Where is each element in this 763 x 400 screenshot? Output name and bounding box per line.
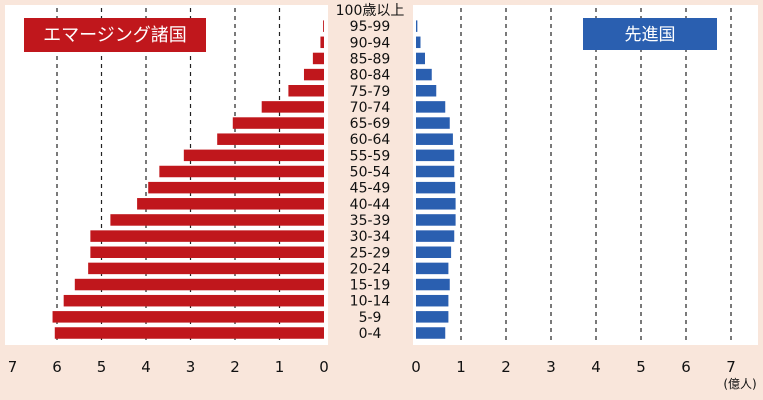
bar-developed-20-24 xyxy=(416,262,449,275)
bar-developed-5-9 xyxy=(416,311,449,323)
category-label-70-74: 70-74 xyxy=(350,100,391,116)
bar-developed-65-69 xyxy=(416,117,450,129)
category-labels: 0-45-910-1415-1920-2425-2930-3435-3940-4… xyxy=(336,3,405,342)
category-label-95-99: 95-99 xyxy=(350,19,391,35)
legend-emerging: エマージング諸国 xyxy=(24,18,206,52)
category-label-5-9: 5-9 xyxy=(359,310,382,326)
left-tick-4: 4 xyxy=(141,358,151,376)
category-label-80-84: 80-84 xyxy=(350,68,391,84)
legend-emerging-box xyxy=(24,18,206,52)
category-label-25-29: 25-29 xyxy=(350,245,391,261)
bar-developed-25-29 xyxy=(416,246,452,258)
left-tick-6: 6 xyxy=(52,358,62,376)
bar-developed-10-14 xyxy=(416,294,449,307)
bar-emerging-0-4 xyxy=(54,327,325,339)
bar-emerging-60-64 xyxy=(217,133,324,145)
category-label-40-44: 40-44 xyxy=(350,197,391,213)
category-label-100歳以上: 100歳以上 xyxy=(336,3,405,19)
right-tick-5: 5 xyxy=(636,358,646,376)
right-tick-labels: 0 1 2 3 4 5 6 7 xyxy=(411,358,736,376)
left-tick-labels: 7 6 5 4 3 2 1 0 xyxy=(8,358,329,376)
bar-emerging-85-89 xyxy=(312,52,324,65)
right-tick-6: 6 xyxy=(681,358,691,376)
bar-developed-55-59 xyxy=(416,149,455,162)
left-tick-3: 3 xyxy=(186,358,196,376)
right-tick-1: 1 xyxy=(456,358,466,376)
category-label-65-69: 65-69 xyxy=(350,116,391,132)
bar-emerging-45-49 xyxy=(148,181,324,194)
bar-emerging-10-14 xyxy=(63,294,325,307)
category-label-30-34: 30-34 xyxy=(350,229,391,245)
category-label-20-24: 20-24 xyxy=(350,261,391,277)
bar-developed-0-4 xyxy=(416,327,446,339)
bar-emerging-5-9 xyxy=(52,311,325,323)
left-tick-2: 2 xyxy=(230,358,240,376)
bar-emerging-25-29 xyxy=(90,246,324,258)
bar-emerging-55-59 xyxy=(183,149,324,162)
bar-emerging-40-44 xyxy=(137,198,324,210)
bar-developed-40-44 xyxy=(416,198,456,210)
right-tick-0: 0 xyxy=(411,358,421,376)
category-label-60-64: 60-64 xyxy=(350,132,391,148)
category-label-0-4: 0-4 xyxy=(359,326,382,342)
bar-emerging-80-84 xyxy=(303,68,324,81)
category-label-75-79: 75-79 xyxy=(350,84,391,100)
bar-emerging-15-19 xyxy=(74,278,324,291)
left-tick-7: 7 xyxy=(8,358,18,376)
category-label-85-89: 85-89 xyxy=(350,51,391,67)
bar-developed-45-49 xyxy=(416,181,456,194)
bar-developed-80-84 xyxy=(416,68,432,81)
left-tick-5: 5 xyxy=(97,358,107,376)
category-label-35-39: 35-39 xyxy=(350,213,391,229)
bar-emerging-35-39 xyxy=(110,214,325,226)
axis-unit-label: (億人) xyxy=(723,377,756,391)
left-tick-1: 1 xyxy=(275,358,285,376)
bar-developed-60-64 xyxy=(416,133,453,145)
bar-emerging-90-94 xyxy=(320,36,324,49)
right-tick-7: 7 xyxy=(726,358,736,376)
right-panel-background xyxy=(413,5,758,345)
bar-developed-35-39 xyxy=(416,214,456,226)
category-label-55-59: 55-59 xyxy=(350,148,391,164)
left-tick-0: 0 xyxy=(319,358,329,376)
category-label-10-14: 10-14 xyxy=(350,294,391,310)
bar-emerging-70-74 xyxy=(261,101,324,113)
bar-developed-90-94 xyxy=(416,36,421,49)
bar-developed-15-19 xyxy=(416,278,450,291)
bar-developed-85-89 xyxy=(416,52,425,65)
right-tick-4: 4 xyxy=(591,358,601,376)
category-label-50-54: 50-54 xyxy=(350,165,391,181)
bar-developed-30-34 xyxy=(416,230,455,242)
bar-emerging-30-34 xyxy=(90,230,324,242)
bar-developed-95-99 xyxy=(416,20,418,32)
category-label-90-94: 90-94 xyxy=(350,35,391,51)
bar-developed-75-79 xyxy=(416,85,437,97)
legend-emerging-label: エマージング諸国 xyxy=(43,25,187,46)
left-bars xyxy=(52,20,325,339)
legend-developed-box xyxy=(583,18,717,50)
bar-developed-70-74 xyxy=(416,101,446,113)
bar-emerging-50-54 xyxy=(159,165,324,178)
category-label-45-49: 45-49 xyxy=(350,181,391,197)
right-bars xyxy=(416,20,456,339)
legend-developed: 先進国 xyxy=(583,18,717,50)
bar-emerging-20-24 xyxy=(88,262,325,275)
right-tick-3: 3 xyxy=(546,358,556,376)
bar-emerging-65-69 xyxy=(232,117,324,129)
bar-emerging-95-99 xyxy=(323,20,324,32)
bar-emerging-75-79 xyxy=(288,85,324,97)
category-label-15-19: 15-19 xyxy=(350,278,391,294)
right-tick-2: 2 xyxy=(501,358,511,376)
legend-developed-label: 先進国 xyxy=(625,25,676,45)
bar-developed-50-54 xyxy=(416,165,455,178)
